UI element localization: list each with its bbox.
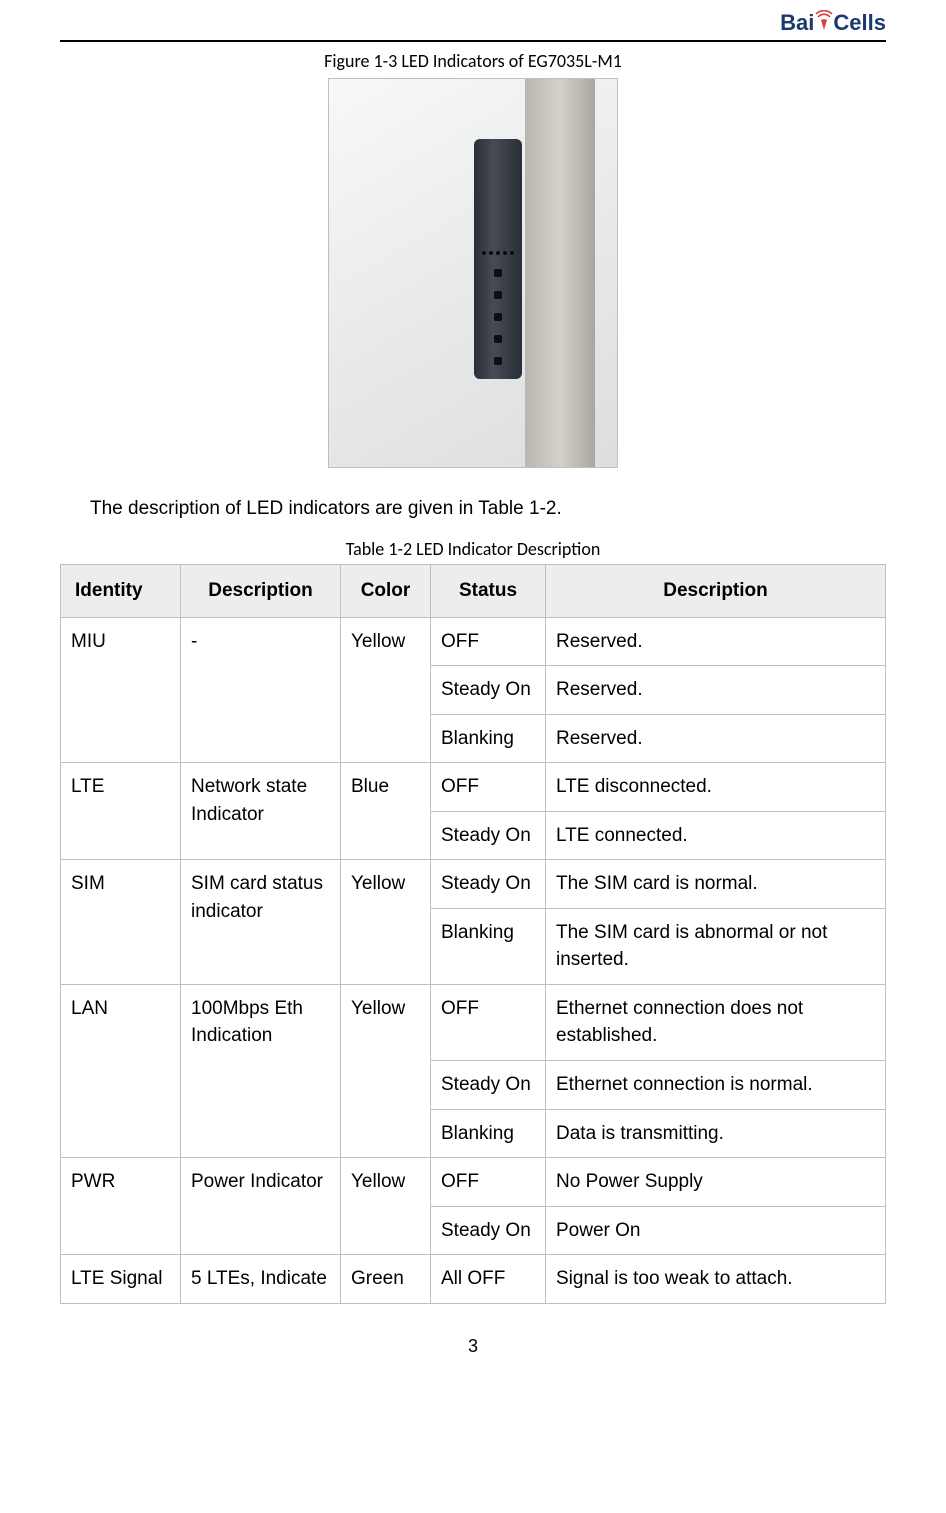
- led-sig: [496, 251, 500, 255]
- cell-identity: LTE: [61, 763, 181, 860]
- cell-description2: The SIM card is normal.: [546, 860, 886, 909]
- cell-identity: PWR: [61, 1158, 181, 1255]
- body-text: The description of LED indicators are gi…: [90, 498, 886, 520]
- led-pwr: [494, 357, 502, 365]
- cell-description2: Signal is too weak to attach.: [546, 1255, 886, 1304]
- header-divider: [60, 40, 886, 42]
- cell-description1: Power Indicator: [181, 1158, 341, 1255]
- cell-color: Yellow: [341, 860, 431, 985]
- led-sig: [489, 251, 493, 255]
- cell-description2: Power On: [546, 1206, 886, 1255]
- header: Bai Cells: [60, 10, 886, 40]
- logo-text-cells: Cells: [833, 10, 886, 36]
- cell-status: Steady On: [431, 811, 546, 860]
- cell-description2: LTE connected.: [546, 811, 886, 860]
- cell-status: Blanking: [431, 1109, 546, 1158]
- led-signal-row: [482, 251, 514, 255]
- cell-color: Yellow: [341, 984, 431, 1157]
- cell-status: Steady On: [431, 860, 546, 909]
- cell-status: OFF: [431, 617, 546, 666]
- table-header-row: Identity Description Color Status Descri…: [61, 565, 886, 618]
- cell-description2: Ethernet connection is normal.: [546, 1061, 886, 1110]
- led-sig: [482, 251, 486, 255]
- cell-description2: Data is transmitting.: [546, 1109, 886, 1158]
- cell-description1: -: [181, 617, 341, 763]
- cell-status: OFF: [431, 763, 546, 812]
- cell-description2: Reserved.: [546, 617, 886, 666]
- cell-description1: SIM card status indicator: [181, 860, 341, 985]
- signal-icon: [815, 10, 833, 35]
- table-row: MIU-YellowOFFReserved.: [61, 617, 886, 666]
- cell-description2: Reserved.: [546, 666, 886, 715]
- th-status: Status: [431, 565, 546, 618]
- cell-description2: The SIM card is abnormal or not inserted…: [546, 908, 886, 984]
- cell-status: OFF: [431, 984, 546, 1060]
- cell-identity: SIM: [61, 860, 181, 985]
- led-miu: [494, 269, 502, 277]
- cell-color: Yellow: [341, 1158, 431, 1255]
- cell-description2: Ethernet connection does not established…: [546, 984, 886, 1060]
- cell-status: Steady On: [431, 1206, 546, 1255]
- led-sig: [503, 251, 507, 255]
- cell-status: Steady On: [431, 666, 546, 715]
- cell-color: Blue: [341, 763, 431, 860]
- logo-text-bai: Bai: [780, 10, 814, 36]
- table-row: LTENetwork state IndicatorBlueOFFLTE dis…: [61, 763, 886, 812]
- logo: Bai Cells: [780, 10, 886, 36]
- cell-description2: Reserved.: [546, 714, 886, 763]
- cell-status: Blanking: [431, 908, 546, 984]
- cell-description2: LTE disconnected.: [546, 763, 886, 812]
- table-row: SIMSIM card status indicatorYellowSteady…: [61, 860, 886, 909]
- cell-status: Blanking: [431, 714, 546, 763]
- led-indicator-table: Identity Description Color Status Descri…: [60, 564, 886, 1304]
- th-description2: Description: [546, 565, 886, 618]
- cell-status: OFF: [431, 1158, 546, 1207]
- cell-status: All OFF: [431, 1255, 546, 1304]
- table-row: LAN100Mbps Eth IndicationYellowOFFEthern…: [61, 984, 886, 1060]
- cell-description2: No Power Supply: [546, 1158, 886, 1207]
- led-lan: [494, 335, 502, 343]
- led-lte: [494, 291, 502, 299]
- cell-color: Green: [341, 1255, 431, 1304]
- device-led-panel: [474, 139, 522, 379]
- led-sig: [510, 251, 514, 255]
- th-identity: Identity: [61, 565, 181, 618]
- cell-identity: LAN: [61, 984, 181, 1157]
- page-number: 3: [60, 1336, 886, 1357]
- figure-caption: Figure 1-3 LED Indicators of EG7035L-M1: [60, 50, 886, 72]
- table-caption: Table 1-2 LED Indicator Description: [60, 538, 886, 560]
- device-mount: [525, 79, 595, 467]
- cell-description1: 100Mbps Eth Indication: [181, 984, 341, 1157]
- th-color: Color: [341, 565, 431, 618]
- th-description: Description: [181, 565, 341, 618]
- cell-color: Yellow: [341, 617, 431, 763]
- table-row: PWRPower IndicatorYellowOFFNo Power Supp…: [61, 1158, 886, 1207]
- cell-identity: MIU: [61, 617, 181, 763]
- figure-image: [328, 78, 618, 468]
- table-row: LTE Signal5 LTEs, IndicateGreenAll OFFSi…: [61, 1255, 886, 1304]
- led-sim: [494, 313, 502, 321]
- cell-status: Steady On: [431, 1061, 546, 1110]
- cell-description1: Network state Indicator: [181, 763, 341, 860]
- cell-identity: LTE Signal: [61, 1255, 181, 1304]
- cell-description1: 5 LTEs, Indicate: [181, 1255, 341, 1304]
- page: Bai Cells Figure 1-3 LED Indicators of E…: [0, 0, 946, 1387]
